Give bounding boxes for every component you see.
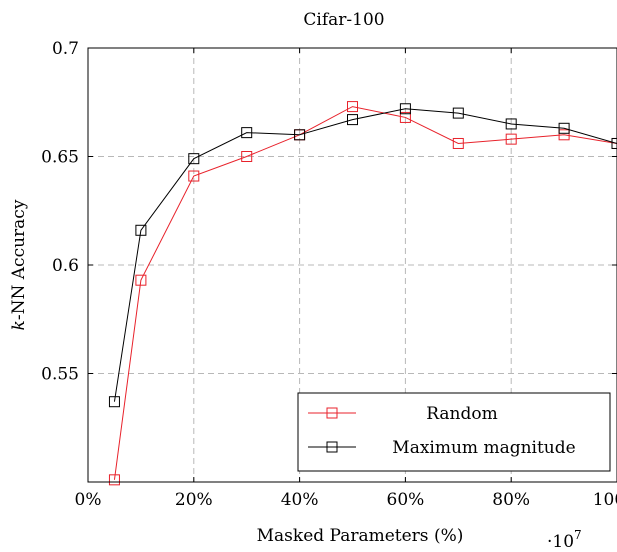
data-point-maximum-magnitude <box>558 122 570 134</box>
x-tick-label: 80% <box>492 490 530 510</box>
data-point-maximum-magnitude <box>241 127 253 139</box>
data-point-maximum-magnitude <box>347 114 358 126</box>
legend-random-label: Random <box>426 404 498 424</box>
data-point-random <box>347 101 358 113</box>
data-point-random <box>558 129 570 141</box>
y-tick-label: 0.7 <box>52 39 79 59</box>
y-axis-label-k: k <box>9 320 29 330</box>
x-axis-multiplier: ·107 <box>547 528 582 552</box>
data-point-random <box>399 111 411 123</box>
x-multiplier-base: ·10 <box>547 532 574 552</box>
data-point-maximum-magnitude <box>399 103 411 115</box>
series-line-random <box>113 106 617 480</box>
legend-maximum-magnitude-label: Maximum magnitude <box>392 438 575 458</box>
data-point-maximum-magnitude <box>135 224 147 236</box>
axis-ticks <box>87 47 617 482</box>
legend-maximum-magnitude-marker <box>326 441 338 453</box>
tick-labels: 0% 20% 40% 60% 80% 100% 0.55 0.6 0.65 0.7 <box>41 39 617 510</box>
data-point-maximum-magnitude <box>611 137 617 149</box>
data-point-maximum-magnitude <box>188 153 200 165</box>
y-tick-label: 0.55 <box>41 365 79 385</box>
data-point-random <box>241 151 253 162</box>
y-tick-label: 0.65 <box>41 148 79 168</box>
data-point-random <box>108 474 120 486</box>
chart-title: Cifar-100 <box>303 10 384 30</box>
x-axis-label: Masked Parameters (%) <box>257 526 464 546</box>
data-point-maximum-magnitude <box>505 118 517 130</box>
x-multiplier-exponent: 7 <box>574 528 582 542</box>
series-line-maximum-magnitude <box>113 108 617 402</box>
data-point-maximum-magnitude <box>452 107 464 119</box>
data-point-random <box>452 137 464 149</box>
series-layer <box>108 101 617 486</box>
y-tick-label: 0.6 <box>52 256 79 276</box>
y-axis-label-rest: -NN Accuracy <box>9 199 29 320</box>
legend: Random Maximum magnitude <box>297 392 611 472</box>
data-point-random <box>188 170 200 182</box>
legend-random-marker <box>326 407 338 419</box>
data-point-random <box>135 274 147 286</box>
x-tick-label: 0% <box>75 490 102 510</box>
x-tick-label: 40% <box>281 490 319 510</box>
x-tick-label: 60% <box>387 490 425 510</box>
data-point-maximum-magnitude <box>108 396 120 408</box>
legend-box <box>297 392 611 472</box>
data-point-random <box>505 133 517 145</box>
x-tick-label: 20% <box>175 490 213 510</box>
x-tick-label: 100% <box>593 490 617 510</box>
y-axis-label: k-NN Accuracy <box>9 199 29 330</box>
data-point-maximum-magnitude <box>294 129 306 141</box>
